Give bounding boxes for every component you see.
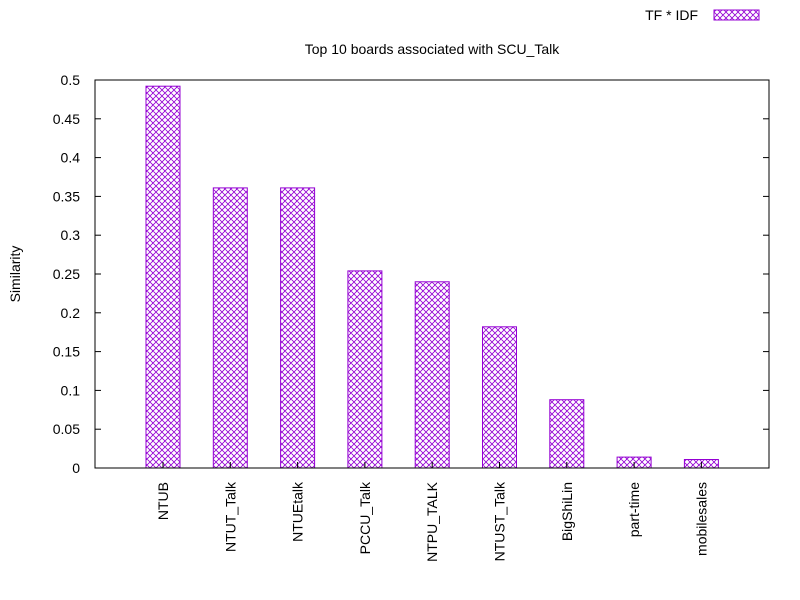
bar-ntut-talk [212,187,248,469]
y-tick-label: 0 [72,460,80,476]
y-tick-label: 0.3 [61,227,81,243]
bar-ntuetalk [280,187,316,469]
y-tick-label: 0.2 [61,305,81,321]
x-tick-label: NTUST_Talk [492,481,508,561]
x-tick-label: mobilesales [693,482,709,556]
x-tick-label: NTUB [155,482,171,520]
y-tick-label: 0.35 [53,188,80,204]
bar-ntpu-talk [414,281,450,469]
y-axis: 0 0.05 0.1 0.15 0.2 0.25 0.3 0.35 0.4 0.45 0.5 [53,72,769,476]
y-tick-label: 0.15 [53,344,80,360]
x-tick-label: NTUEtalk [290,481,306,542]
bar-ntust-talk [482,326,517,469]
legend-swatch [713,9,760,21]
y-axis-label: Similarity [7,246,23,303]
x-tick-label: PCCU_Talk [357,481,373,554]
x-tick-label: NTUT_Talk [222,481,238,552]
bar-pccu-talk [347,270,383,469]
x-tick-label: BigShiLin [559,482,575,541]
y-tick-label: 0.25 [53,266,80,282]
x-tick-label: part-time [626,482,642,537]
y-tick-label: 0.5 [61,72,81,88]
legend-series-label: TF * IDF [645,7,698,23]
legend: TF * IDF [645,7,760,23]
y-tick-label: 0.1 [61,382,81,398]
y-tick-label: 0.4 [61,150,81,166]
bar-ntub [145,85,181,469]
y-tick-label: 0.45 [53,111,80,127]
y-tick-label: 0.05 [53,421,80,437]
x-axis: NTUB NTUT_Talk NTUEtalk PCCU_Talk NTPU_TALK N… [155,462,709,562]
bars-group [145,85,719,469]
chart-title: Top 10 boards associated with SCU_Talk [305,41,560,57]
x-tick-label: NTPU_TALK [424,481,440,562]
bar-bigshilin [549,399,585,469]
